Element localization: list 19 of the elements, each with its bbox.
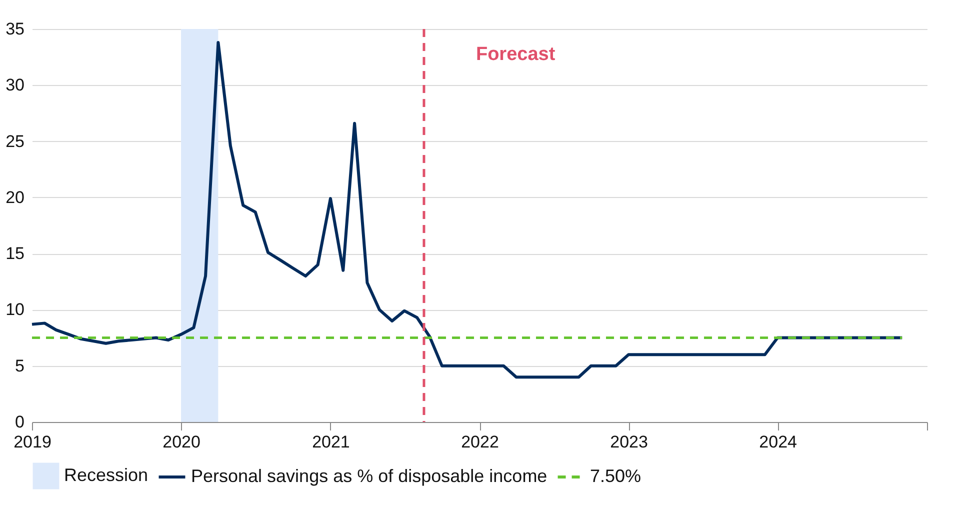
- y-tick-label: 5: [15, 356, 24, 376]
- ref-line-label: Forecast: [476, 44, 556, 65]
- y-tick-label: 25: [6, 132, 24, 151]
- y-tick-label: 0: [15, 412, 24, 432]
- x-tick-label: 2021: [312, 432, 350, 452]
- y-tick-label: 20: [6, 188, 24, 207]
- x-tick-label: 2020: [162, 432, 200, 452]
- x-tick-label: 2022: [461, 432, 499, 452]
- y-tick-label: 35: [6, 20, 24, 38]
- legend-label: Personal savings as % of disposable income: [191, 466, 548, 486]
- y-tick-label: 30: [6, 76, 24, 95]
- y-tick-label: 10: [6, 300, 24, 320]
- legend-label: 7.50%: [590, 466, 642, 486]
- line-series: [30, 40, 904, 379]
- x-tick-label: 2024: [759, 432, 797, 452]
- x-tick-label: 2023: [610, 432, 648, 452]
- y-tick-label: 15: [6, 244, 24, 264]
- x-tick-label: 2019: [14, 432, 52, 452]
- legend-label: Recession: [64, 465, 148, 485]
